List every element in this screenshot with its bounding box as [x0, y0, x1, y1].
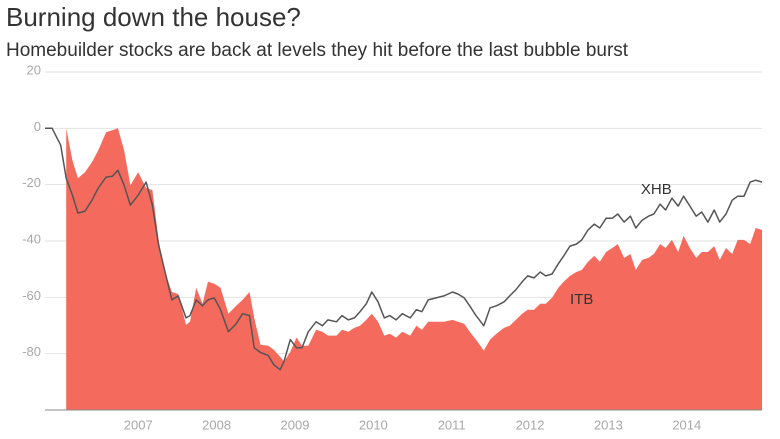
x-tick-label: 2012: [516, 417, 545, 432]
y-tick-label: -80: [22, 344, 41, 359]
y-tick-label: 20: [27, 62, 41, 77]
x-tick-label: 2007: [124, 417, 153, 432]
area: [66, 128, 762, 411]
y-tick-label: -40: [22, 231, 41, 246]
series-label: XHB: [641, 181, 672, 198]
chart-title: Burning down the house?: [6, 2, 301, 32]
x-tick-label: 2010: [359, 417, 388, 432]
x-tick-label: 2014: [672, 417, 701, 432]
chart-subtitle: Homebuilder stocks are back at levels th…: [6, 40, 629, 61]
series-label: ITB: [570, 291, 593, 308]
y-tick-label: 0: [34, 119, 41, 134]
y-tick-label: -60: [22, 288, 41, 303]
line: [45, 127, 763, 371]
x-tick-label: 2009: [281, 417, 310, 432]
x-tick-label: 2011: [438, 417, 466, 432]
x-tick-label: 2008: [202, 417, 231, 432]
x-tick-label: 2013: [594, 417, 623, 432]
y-tick-label: -20: [22, 175, 41, 190]
